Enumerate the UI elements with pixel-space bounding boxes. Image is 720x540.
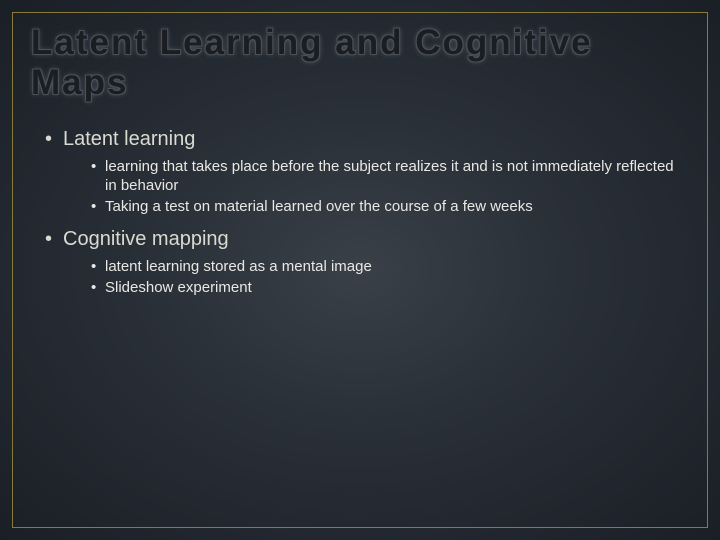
- slide-title: Latent Learning and Cognitive Maps: [31, 23, 689, 104]
- bullet-lvl1: Cognitive mapping latent learning stored…: [45, 226, 689, 297]
- bullet-lvl2: learning that takes place before the sub…: [91, 157, 689, 196]
- bullet-text: Cognitive mapping: [63, 228, 229, 250]
- bullet-text: Latent learning: [63, 128, 195, 150]
- slide-border: Latent Learning and Cognitive Maps Laten…: [12, 12, 708, 528]
- bullet-sublist: latent learning stored as a mental image…: [63, 257, 689, 297]
- bullet-lvl2: Taking a test on material learned over t…: [91, 197, 689, 217]
- bullet-sublist: learning that takes place before the sub…: [63, 157, 689, 217]
- bullet-list: Latent learning learning that takes plac…: [31, 126, 689, 298]
- bullet-lvl1: Latent learning learning that takes plac…: [45, 126, 689, 217]
- bullet-lvl2: latent learning stored as a mental image: [91, 257, 689, 277]
- slide: Latent Learning and Cognitive Maps Laten…: [0, 0, 720, 540]
- bullet-lvl2: Slideshow experiment: [91, 278, 689, 298]
